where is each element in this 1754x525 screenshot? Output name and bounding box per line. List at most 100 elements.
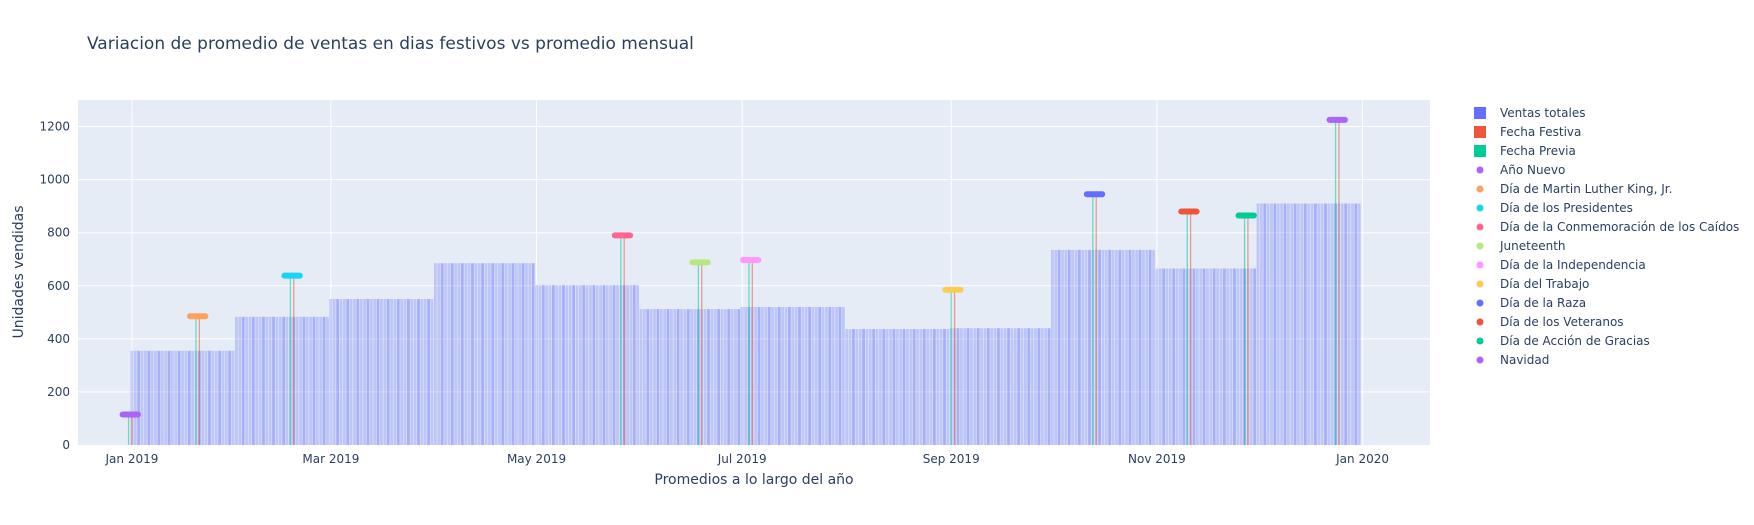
legend-item[interactable]: Ventas totales [1474,106,1585,120]
bar-ventas-totales [369,299,373,445]
bar-ventas-totales [373,299,377,445]
bar-ventas-totales [150,350,154,445]
legend-item[interactable]: Fecha Festiva [1474,125,1581,139]
bar-ventas-totales [551,284,555,445]
bar-ventas-totales [983,328,987,445]
bar-ventas-totales [589,284,592,445]
legend-swatch-dot [1476,356,1484,364]
y-tick-label: 400 [47,332,70,346]
legend-item[interactable]: Día de Martin Luther King, Jr. [1476,182,1673,196]
legend-item[interactable]: Año Nuevo [1476,163,1566,177]
bar-ventas-totales [1131,249,1135,445]
bar-ventas-totales [538,284,542,445]
bar-ventas-totales [518,263,522,445]
legend-label: Día de la Raza [1500,296,1586,310]
bar-ventas-totales [605,284,609,445]
bar-ventas-totales [885,329,889,445]
legend-item[interactable]: Día de la Conmemoración de los Caídos [1476,220,1740,234]
bar-ventas-totales [791,307,795,445]
bar-ventas-totales [632,284,636,445]
bar-ventas-totales [646,309,650,445]
bar-ventas-totales [1047,328,1051,445]
bar-ventas-totales [1195,268,1199,445]
bar-ventas-totales [1088,249,1091,445]
legend-item[interactable]: Día de Acción de Gracias [1476,334,1650,348]
bar-ventas-totales [831,307,835,445]
bar-ventas-totales [565,284,569,445]
bar-ventas-totales [231,350,235,445]
bar-ventas-totales [460,263,464,445]
bar-ventas-totales [1206,268,1209,445]
bar-ventas-totales [693,309,697,445]
legend-item[interactable]: Día de la Raza [1476,296,1587,310]
bar-ventas-totales [1330,203,1334,445]
bar-ventas-totales [1192,268,1196,445]
y-tick-label: 1200 [39,120,70,134]
bar-ventas-totales [966,328,970,445]
bar-ventas-totales [1307,203,1311,445]
legend-item[interactable]: Fecha Previa [1474,144,1576,158]
bar-ventas-totales [1084,249,1088,445]
bar-ventas-totales [548,284,552,445]
legend-item[interactable]: Día de los Veteranos [1476,315,1624,329]
bar-ventas-totales [383,299,387,445]
bar-ventas-totales [1324,203,1327,445]
bar-ventas-totales [1128,249,1132,445]
bar-ventas-totales [1017,328,1021,445]
bar-ventas-totales [201,350,205,445]
legend-item[interactable]: Día del Trabajo [1476,277,1590,291]
bar-ventas-totales [572,284,576,445]
legend-item[interactable]: Juneteenth [1476,239,1566,253]
bar-ventas-totales [1260,203,1263,445]
bar-ventas-totales [1074,249,1078,445]
bar-ventas-totales [514,263,518,445]
legend-item[interactable]: Navidad [1476,353,1550,367]
bar-ventas-totales [390,299,393,445]
bar-ventas-totales [403,299,407,445]
bar-ventas-totales [1327,203,1331,445]
bar-ventas-totales [282,316,286,445]
bar-ventas-totales [380,299,383,445]
bar-ventas-totales [531,263,535,445]
bar-ventas-totales [1233,268,1236,445]
legend-swatch-square [1474,107,1486,119]
bar-ventas-totales [585,284,589,445]
legend-label: Juneteenth [1499,239,1566,253]
bar-ventas-totales [1155,268,1159,445]
x-axis-ticks: Jan 2019 Mar 2019 May 2019 Jul 2019 Sep 2019… [105,452,1389,466]
bar-ventas-totales [959,328,963,445]
bar-ventas-totales [1317,203,1321,445]
bar-ventas-totales [1313,203,1317,445]
bar-ventas-totales [855,329,859,445]
bar-ventas-totales [1040,328,1044,445]
bar-ventas-totales [339,299,343,445]
bar-ventas-totales [1081,249,1085,445]
bar-ventas-totales [191,350,195,445]
bar-ventas-totales [919,329,923,445]
bar-ventas-totales [1351,203,1354,445]
bar-ventas-totales [248,316,252,445]
bar-ventas-totales [727,309,731,445]
legend-item[interactable]: Día de los Presidentes [1476,201,1633,215]
bar-ventas-totales [686,309,690,445]
bar-ventas-totales [1276,203,1280,445]
bar-ventas-totales [457,263,461,445]
bar-ventas-totales [781,307,785,445]
legend-label: Día de los Veteranos [1500,315,1624,329]
legend[interactable]: Ventas totales Fecha Festiva Fecha Previa A… [1474,106,1739,367]
bar-ventas-totales [1199,268,1203,445]
bar-ventas-totales [535,284,538,445]
bar-ventas-totales [1101,249,1105,445]
bar-ventas-totales [238,316,242,445]
bar-ventas-totales [386,299,390,445]
legend-item[interactable]: Día de la Independencia [1476,258,1646,272]
bar-ventas-totales [943,329,946,445]
bar-ventas-totales [1044,328,1048,445]
bar-ventas-totales [862,329,865,445]
y-axis-title: Unidades vendidas [11,205,27,338]
bar-ventas-totales [487,263,491,445]
bar-ventas-totales [713,309,717,445]
bar-ventas-totales [417,299,420,445]
bar-ventas-totales [167,350,171,445]
